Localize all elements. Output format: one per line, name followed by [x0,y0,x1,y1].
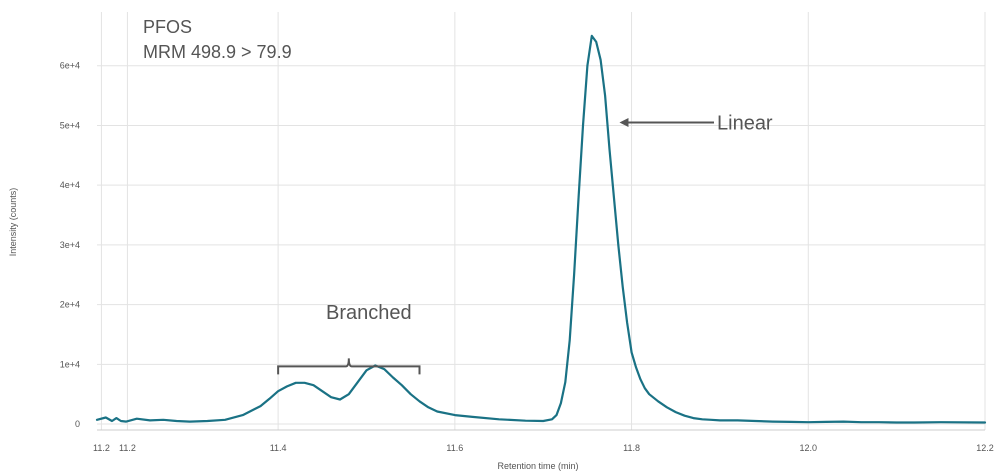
y-tick-label: 1e+4 [60,359,80,369]
x-tick-label: 11.6 [446,443,463,453]
x-tick-label: 11.2 [119,443,136,453]
x-tick-label: 11.8 [623,443,640,453]
x-axis-title: Retention time (min) [497,461,578,471]
annotation-branched-label: Branched [326,302,412,324]
y-tick-label: 6e+4 [60,61,80,71]
chart-subtitle: MRM 498.9 > 79.9 [143,42,292,62]
y-tick-label: 3e+4 [60,240,80,250]
x-tick-label: 12.2 [976,443,994,453]
x-tick-label: 12.0 [800,443,818,453]
chart-title: PFOS [143,17,192,37]
annotation-linear-arrowhead [619,117,629,127]
y-tick-label: 4e+4 [60,180,80,190]
series-line [95,34,987,424]
y-tick-label: 0 [75,419,80,429]
grid [97,12,986,430]
y-tick-label: 5e+4 [60,120,80,130]
annotations: PFOS MRM 498.9 > 79.9 Linear Branched [143,17,773,375]
y-axis-title: Intensity (counts) [8,188,18,257]
x-tick-label: 11.4 [270,443,287,453]
x-tick-label: 11.2 [93,443,110,453]
y-tick-label: 2e+4 [60,300,80,310]
axes: 11.2 11.2 11.4 11.6 11.8 12.0 12.2 0 1e+4 2e+4 3e+… [60,61,994,453]
annotation-branched-brace [277,358,421,375]
annotation-linear-label: Linear [717,112,773,134]
